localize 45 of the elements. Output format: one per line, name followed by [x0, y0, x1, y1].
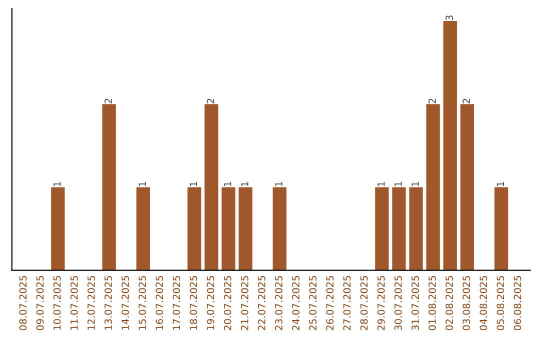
x-tick-label: 25.07.2025 — [309, 276, 317, 330]
x-tick-label: 27.07.2025 — [343, 276, 351, 330]
data-label: 2 — [428, 98, 436, 104]
data-label: 1 — [496, 182, 504, 186]
x-tick-label: 16.07.2025 — [156, 276, 164, 330]
x-tick-label: 30.07.2025 — [394, 276, 402, 330]
x-tick-label: 02.08.2025 — [446, 276, 453, 330]
x-tick-label: 23.07.2025 — [275, 276, 282, 330]
data-label: 1 — [378, 182, 385, 186]
x-tick-label: 29.07.2025 — [377, 276, 385, 330]
x-tick-label: 12.07.2025 — [87, 276, 95, 330]
x-tick-label: 10.07.2025 — [53, 276, 61, 330]
x-tick-label: 24.07.2025 — [292, 276, 300, 330]
x-tick-label: 05.08.2025 — [496, 276, 504, 330]
x-tick-label: 03.08.2025 — [462, 276, 470, 330]
x-tick-label: 17.07.2025 — [172, 276, 180, 330]
data-label: 3 — [446, 16, 453, 20]
x-tick-label: 18.07.2025 — [190, 276, 198, 330]
data-label: 1 — [412, 182, 419, 186]
data-label: 1 — [54, 182, 61, 186]
x-tick-label: 13.07.2025 — [104, 276, 112, 330]
data-label: 1 — [275, 182, 282, 186]
x-tick-label: 31.07.2025 — [411, 276, 419, 330]
data-label: 2 — [206, 98, 214, 104]
x-tick-label: 11.07.2025 — [70, 276, 78, 330]
x-tick-label: 09.07.2025 — [36, 276, 44, 330]
x-tick-label: 06.08.2025 — [514, 276, 522, 330]
data-label: 2 — [462, 98, 470, 104]
data-label: 1 — [241, 182, 248, 186]
x-tick-label: 15.07.2025 — [138, 276, 146, 330]
data-label: 2 — [104, 98, 112, 104]
x-tick-label: 08.07.2025 — [19, 276, 27, 330]
x-tick-label: 19.07.2025 — [206, 276, 214, 330]
data-label: 1 — [138, 182, 146, 186]
x-tick-label: 14.07.2025 — [122, 276, 129, 330]
x-tick-label: 22.07.2025 — [258, 276, 266, 330]
x-tick-label: 04.08.2025 — [480, 276, 488, 330]
x-tick-label: 26.07.2025 — [326, 276, 334, 330]
x-tick-label: 01.08.2025 — [428, 276, 436, 330]
data-label: 1 — [190, 182, 198, 186]
data-label: 1 — [224, 182, 232, 186]
x-tick-label: 20.07.2025 — [224, 276, 232, 330]
x-tick-label: 21.07.2025 — [240, 276, 248, 330]
x-tick-label: 28.07.2025 — [360, 276, 368, 330]
data-label: 1 — [394, 182, 402, 186]
